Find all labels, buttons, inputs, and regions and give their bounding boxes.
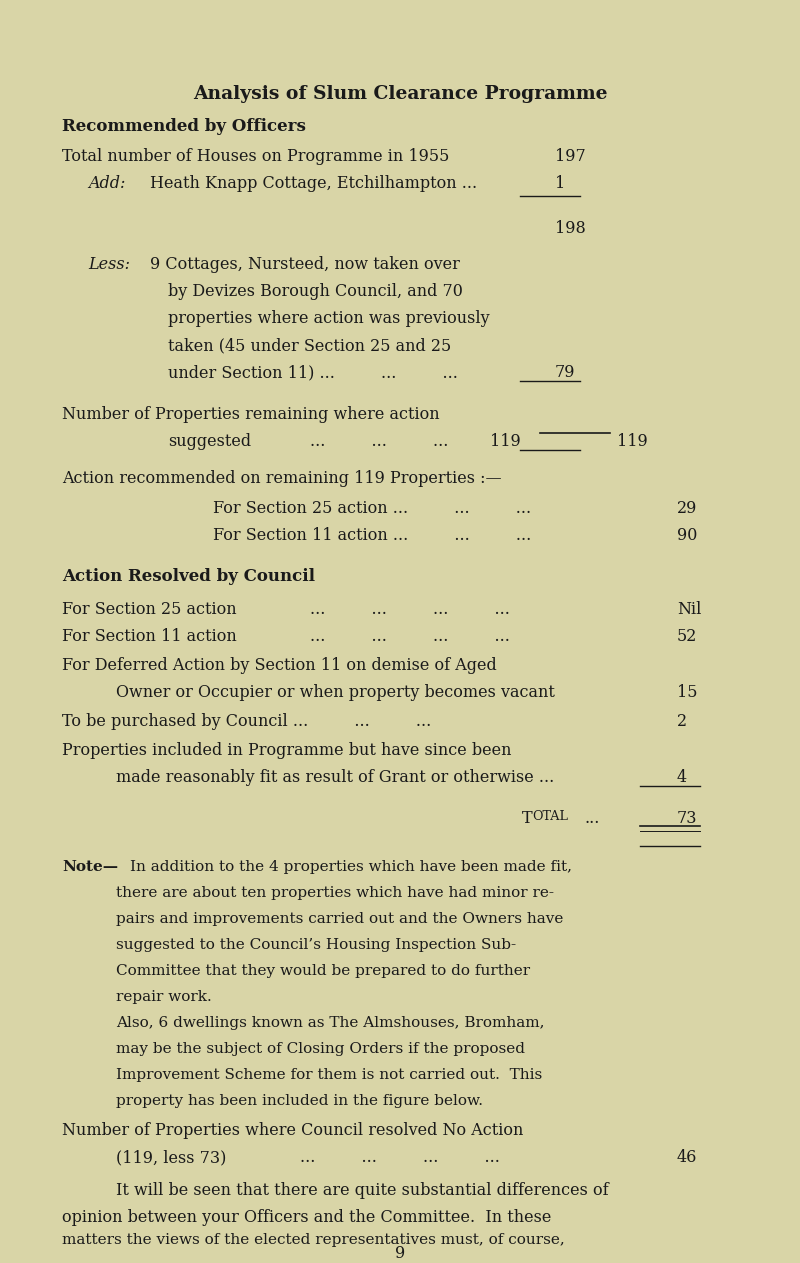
Text: 29: 29 xyxy=(677,500,698,517)
Text: there are about ten properties which have had minor re-: there are about ten properties which hav… xyxy=(116,887,554,901)
Text: For Deferred Action by Section 11 on demise of Aged: For Deferred Action by Section 11 on dem… xyxy=(62,657,497,674)
Text: 119: 119 xyxy=(617,433,648,450)
Text: 2: 2 xyxy=(677,714,687,730)
Text: taken (45 under Section 25 and 25: taken (45 under Section 25 and 25 xyxy=(168,337,451,354)
Text: (119, less 73): (119, less 73) xyxy=(116,1149,226,1166)
Text: 198: 198 xyxy=(555,220,586,237)
Text: made reasonably fit as result of Grant or otherwise ...: made reasonably fit as result of Grant o… xyxy=(116,769,554,786)
Text: Also, 6 dwellings known as The Almshouses, Bromham,: Also, 6 dwellings known as The Almshouse… xyxy=(116,1015,545,1031)
Text: 4: 4 xyxy=(677,769,687,786)
Text: under Section 11) ...         ...         ...: under Section 11) ... ... ... xyxy=(168,364,458,381)
Text: For Section 25 action: For Section 25 action xyxy=(62,601,237,618)
Text: properties where action was previously: properties where action was previously xyxy=(168,309,490,327)
Text: ...         ...         ...         ...: ... ... ... ... xyxy=(300,1149,500,1166)
Text: by Devizes Borough Council, and 70: by Devizes Borough Council, and 70 xyxy=(168,283,463,301)
Text: 119: 119 xyxy=(490,433,521,450)
Text: matters the views of the elected representatives must, of course,: matters the views of the elected represe… xyxy=(62,1233,565,1247)
Text: Recommended by Officers: Recommended by Officers xyxy=(62,117,306,135)
Text: suggested: suggested xyxy=(168,433,251,450)
Text: Less:: Less: xyxy=(88,256,130,273)
Text: Heath Knapp Cottage, Etchilhampton ...: Heath Knapp Cottage, Etchilhampton ... xyxy=(150,176,477,192)
Text: ...         ...         ...         ...: ... ... ... ... xyxy=(310,601,510,618)
Text: For Section 25 action ...         ...         ...: For Section 25 action ... ... ... xyxy=(213,500,531,517)
Text: OTAL: OTAL xyxy=(532,810,568,823)
Text: ...: ... xyxy=(585,810,600,827)
Text: In addition to the 4 properties which have been made fit,: In addition to the 4 properties which ha… xyxy=(130,860,572,874)
Text: 197: 197 xyxy=(555,148,586,165)
Text: 79: 79 xyxy=(555,364,575,381)
Text: 9 Cottages, Nursteed, now taken over: 9 Cottages, Nursteed, now taken over xyxy=(150,256,460,273)
Text: Properties included in Programme but have since been: Properties included in Programme but hav… xyxy=(62,741,511,759)
Text: 46: 46 xyxy=(677,1149,698,1166)
Text: For Section 11 action ...         ...         ...: For Section 11 action ... ... ... xyxy=(213,527,531,544)
Text: opinion between your Officers and the Committee.  In these: opinion between your Officers and the Co… xyxy=(62,1209,551,1226)
Text: T: T xyxy=(522,810,533,827)
Text: Total number of Houses on Programme in 1955: Total number of Houses on Programme in 1… xyxy=(62,148,450,165)
Text: may be the subject of Closing Orders if the proposed: may be the subject of Closing Orders if … xyxy=(116,1042,525,1056)
Text: Committee that they would be prepared to do further: Committee that they would be prepared to… xyxy=(116,964,530,978)
Text: Number of Properties remaining where action: Number of Properties remaining where act… xyxy=(62,405,440,423)
Text: Analysis of Slum Clearance Programme: Analysis of Slum Clearance Programme xyxy=(193,85,607,104)
Text: ...         ...         ...: ... ... ... xyxy=(310,433,448,450)
Text: To be purchased by Council ...         ...         ...: To be purchased by Council ... ... ... xyxy=(62,714,431,730)
Text: Owner or Occupier or when property becomes vacant: Owner or Occupier or when property becom… xyxy=(116,685,555,701)
Text: 90: 90 xyxy=(677,527,698,544)
Text: Action Resolved by Council: Action Resolved by Council xyxy=(62,568,315,585)
Text: 73: 73 xyxy=(677,810,698,827)
Text: It will be seen that there are quite substantial differences of: It will be seen that there are quite sub… xyxy=(116,1182,609,1199)
Text: Number of Properties where Council resolved No Action: Number of Properties where Council resol… xyxy=(62,1122,523,1139)
Text: Nil: Nil xyxy=(677,601,702,618)
Text: pairs and improvements carried out and the Owners have: pairs and improvements carried out and t… xyxy=(116,912,563,926)
Text: 9: 9 xyxy=(395,1245,405,1262)
Text: property has been included in the figure below.: property has been included in the figure… xyxy=(116,1094,483,1108)
Text: repair work.: repair work. xyxy=(116,990,212,1004)
Text: Improvement Scheme for them is not carried out.  This: Improvement Scheme for them is not carri… xyxy=(116,1068,542,1082)
Text: suggested to the Council’s Housing Inspection Sub-: suggested to the Council’s Housing Inspe… xyxy=(116,938,516,952)
Text: For Section 11 action: For Section 11 action xyxy=(62,628,237,645)
Text: 15: 15 xyxy=(677,685,698,701)
Text: Note—: Note— xyxy=(62,860,118,874)
Text: Action recommended on remaining 119 Properties :—: Action recommended on remaining 119 Prop… xyxy=(62,470,502,488)
Text: 1: 1 xyxy=(555,176,566,192)
Text: 52: 52 xyxy=(677,628,698,645)
Text: ...         ...         ...         ...: ... ... ... ... xyxy=(310,628,510,645)
Text: Add:: Add: xyxy=(88,176,126,192)
